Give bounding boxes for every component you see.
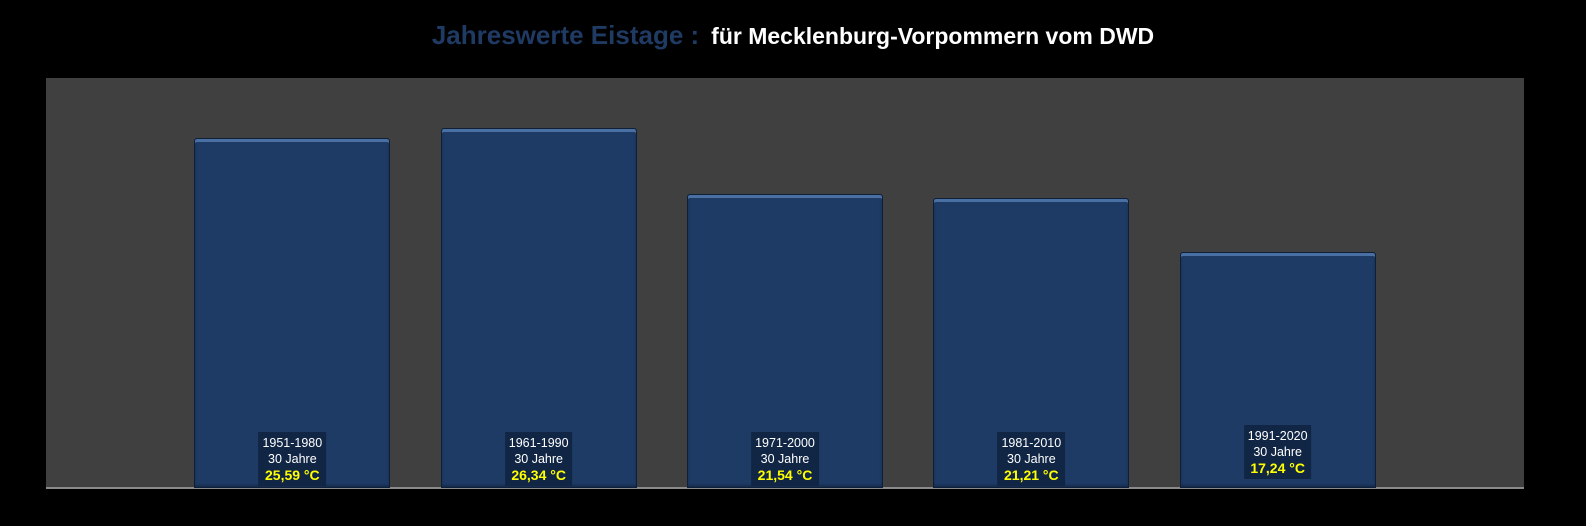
data-label: 1951-1980 30 Jahre 25,59 °C <box>258 432 327 486</box>
data-label: 1961-1990 30 Jahre 26,34 °C <box>504 432 573 486</box>
category-label: 1971-2000 <box>755 436 815 450</box>
value-label: 21,21 °C <box>1004 467 1059 483</box>
duration-label: 30 Jahre <box>514 452 563 466</box>
value-label: 26,34 °C <box>511 467 566 483</box>
category-label: 1991-2020 <box>1247 429 1308 443</box>
category-label: 1981-2010 <box>1001 436 1062 450</box>
value-label: 25,59 °C <box>265 467 320 483</box>
data-label: 1971-2000 30 Jahre 21,54 °C <box>751 432 819 486</box>
title-main: Jahreswerte Eistage : <box>431 20 700 50</box>
bar-1951-1980 <box>194 138 391 488</box>
chart-title: Jahreswerte Eistage : für Mecklenburg-Vor… <box>0 20 1586 51</box>
value-label: 21,54 °C <box>757 467 813 483</box>
data-label: 1991-2020 30 Jahre 17,24 °C <box>1243 425 1312 479</box>
duration-label: 30 Jahre <box>1007 452 1056 466</box>
category-label: 1961-1990 <box>508 436 569 450</box>
duration-label: 30 Jahre <box>760 452 810 466</box>
duration-label: 30 Jahre <box>1253 445 1302 459</box>
data-label: 1981-2010 30 Jahre 21,21 °C <box>997 432 1066 486</box>
category-label: 1951-1980 <box>262 436 323 450</box>
duration-label: 30 Jahre <box>268 452 317 466</box>
title-sub: für Mecklenburg-Vorpommern vom DWD <box>711 23 1155 49</box>
x-axis-line <box>46 487 1524 489</box>
bar-1961-1990 <box>440 128 637 488</box>
value-label: 17,24 °C <box>1250 460 1305 476</box>
